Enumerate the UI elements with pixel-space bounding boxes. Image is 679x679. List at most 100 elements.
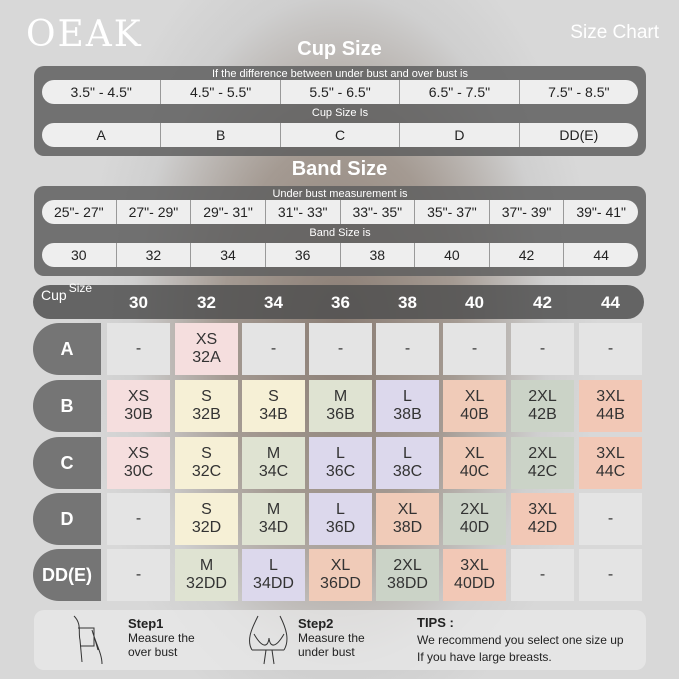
row-cell: 5.5" - 6.5" <box>281 80 401 104</box>
corner-cup: Cup <box>41 287 67 303</box>
size-cell: XL 40B <box>443 380 506 432</box>
size-cell: - <box>376 323 439 375</box>
size-code: 36DD <box>320 575 361 592</box>
column-header: 32 <box>197 293 216 312</box>
row-cell: 38 <box>341 243 416 267</box>
column-header: 42 <box>533 293 552 312</box>
size-code: 34B <box>259 406 288 423</box>
tips: TIPS : We recommend you select one size u… <box>417 614 624 666</box>
tips-text: We recommend you select one size up <box>417 633 624 647</box>
size-label: - <box>607 340 614 357</box>
brand-logo: OEAK <box>26 14 143 55</box>
row-label-cup: D <box>33 493 101 545</box>
size-label: 2XL <box>528 388 557 405</box>
row-label-cup: DD(E) <box>33 549 101 601</box>
size-cell: 3XL 40DD <box>443 549 506 601</box>
cup-range-row: 3.5" - 4.5" 4.5" - 5.5" 5.5" - 6.5" 6.5" - … <box>42 80 638 104</box>
row-cell: C <box>281 123 401 147</box>
size-code: 32DD <box>186 575 227 592</box>
row-cell: DD(E) <box>559 127 599 143</box>
size-cell: 3XL 44C <box>579 437 642 489</box>
row-cell: D <box>400 123 520 147</box>
band-label: Band Size is <box>309 227 371 239</box>
tips-text: If you have large breasts. <box>417 650 552 664</box>
size-code: 34D <box>258 519 289 536</box>
cup-label: Cup Size Is <box>311 107 369 119</box>
size-cell: XS 30C <box>107 437 170 489</box>
footer-panel: Step1 Measure the over bust Step2 Measure t… <box>34 610 646 670</box>
size-code: 40DD <box>454 575 495 592</box>
corner-label: Cup Size <box>41 281 92 303</box>
size-code: 42D <box>527 519 558 536</box>
size-code: 44B <box>596 406 625 423</box>
size-label: 3XL <box>596 388 625 405</box>
row-cell: 42 <box>490 243 565 267</box>
size-cell: S 32C <box>175 437 238 489</box>
size-cell: S 32B <box>175 380 238 432</box>
size-cell: - <box>242 323 305 375</box>
size-label: M <box>199 557 214 574</box>
size-label: - <box>337 340 344 357</box>
page-title: Size Chart <box>570 22 659 43</box>
cup-size-heading: Cup Size <box>297 38 382 60</box>
size-cell: XS 32A <box>175 323 238 375</box>
row-cell: 34 <box>191 243 266 267</box>
size-code: 36B <box>326 406 355 423</box>
size-cell: 2XL 38DD <box>376 549 439 601</box>
size-cell: XL 40C <box>443 437 506 489</box>
size-cell: - <box>579 323 642 375</box>
size-label: 2XL <box>528 445 557 462</box>
size-cell: - <box>309 323 372 375</box>
size-label: XL <box>464 388 485 405</box>
column-header: 34 <box>264 293 283 312</box>
column-header: 36 <box>331 293 350 312</box>
size-label: - <box>471 340 478 357</box>
size-cell: M 32DD <box>175 549 238 601</box>
corner-size: Size <box>68 281 93 295</box>
size-cell: L 36C <box>309 437 372 489</box>
size-label: L <box>336 501 345 518</box>
size-code: 32A <box>192 349 221 366</box>
size-cell: 3XL 42D <box>511 493 574 545</box>
size-label: M <box>266 501 281 518</box>
size-cell: M 36B <box>309 380 372 432</box>
size-label: - <box>607 510 614 527</box>
size-code: 38DD <box>387 575 428 592</box>
size-cell: - <box>511 323 574 375</box>
size-cell: 2XL 42B <box>511 380 574 432</box>
size-label: S <box>268 388 279 405</box>
row-cell: 40 <box>415 243 490 267</box>
over-bust-figure-icon <box>73 615 103 665</box>
size-cell: 2XL 42C <box>511 437 574 489</box>
row-cell: 32 <box>117 243 192 267</box>
cup-size-panel: If the difference between under bust and… <box>34 66 646 156</box>
row-cell: 25"- 27" <box>42 200 117 224</box>
size-code: 34DD <box>253 575 294 592</box>
band-size-heading: Band Size <box>291 158 388 180</box>
size-label: - <box>539 566 546 583</box>
row-cell: B <box>161 123 281 147</box>
size-cell: - <box>443 323 506 375</box>
size-label: XS <box>127 388 150 405</box>
size-label: M <box>266 445 281 462</box>
row-cell: 37"- 39" <box>490 200 565 224</box>
size-label: L <box>269 557 278 574</box>
size-cell: XS 30B <box>107 380 170 432</box>
step2-text: Measure the <box>298 631 365 645</box>
size-cell: - <box>107 493 170 545</box>
size-label: XL <box>330 557 351 574</box>
row-cell: 3.5" - 4.5" <box>42 80 162 104</box>
size-label: XL <box>397 501 418 518</box>
size-cell: - <box>579 493 642 545</box>
step2: Step2 Measure the under bust <box>298 616 365 659</box>
size-cell: L 36D <box>309 493 372 545</box>
row-label-cup: B <box>33 380 101 432</box>
size-code: 42C <box>527 463 558 480</box>
row-label-cup: A <box>33 323 101 375</box>
size-label: - <box>270 340 277 357</box>
cup-letter-row: A B C D DD(E) <box>42 123 638 147</box>
size-code: 40D <box>459 519 490 536</box>
size-label: - <box>404 340 411 357</box>
column-header: 44 <box>601 293 620 312</box>
size-cell: L 34DD <box>242 549 305 601</box>
